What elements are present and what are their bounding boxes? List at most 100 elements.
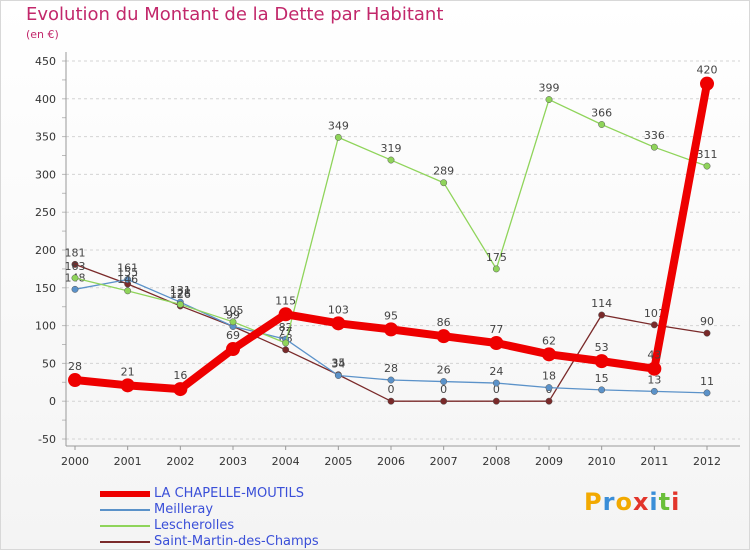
data-label-saint-martin-des-champs: 99: [226, 308, 240, 321]
data-label-saint-martin-des-champs: 181: [65, 246, 86, 259]
data-label-saint-martin-des-champs: 35: [331, 357, 345, 370]
data-point-saint-martin-des-champs: [650, 321, 658, 329]
data-label-lescherolles: 146: [117, 273, 138, 286]
data-point-la-chapelle-moutils: [278, 307, 293, 322]
data-label-la-chapelle-moutils: 77: [489, 323, 503, 336]
y-tick-label: 0: [49, 395, 56, 408]
data-label-lescherolles: 319: [381, 142, 402, 155]
y-tick-label: 450: [35, 55, 56, 68]
data-point-la-chapelle-moutils: [226, 342, 240, 357]
data-label-lescherolles: 289: [433, 165, 454, 178]
logo-letter: i: [671, 488, 681, 516]
data-label-meilleray: 18: [542, 370, 556, 383]
data-point-la-chapelle-moutils: [173, 382, 188, 397]
logo-letter: t: [658, 488, 672, 516]
data-point-la-chapelle-moutils: [489, 335, 504, 350]
data-point-meilleray: [650, 387, 658, 395]
data-point-la-chapelle-moutils: [384, 322, 398, 337]
data-point-lescherolles: [124, 287, 132, 295]
data-point-meilleray: [598, 386, 606, 394]
x-tick-label: 2005: [324, 455, 352, 468]
data-point-saint-martin-des-champs: [440, 397, 448, 405]
data-label-saint-martin-des-champs: 155: [117, 266, 138, 279]
y-tick-label: 100: [35, 320, 56, 333]
data-label-la-chapelle-moutils: 16: [173, 369, 187, 382]
y-tick-label: 200: [35, 244, 56, 257]
data-label-saint-martin-des-champs: 0: [493, 383, 500, 396]
x-tick-label: 2004: [272, 455, 300, 468]
data-point-lescherolles: [387, 156, 395, 164]
chart-unit-label: (en €): [26, 28, 59, 41]
data-label-lescherolles: 77: [279, 325, 293, 338]
data-label-la-chapelle-moutils: 43: [647, 349, 661, 362]
chart-title: Evolution du Montant de la Dette par Hab…: [26, 4, 444, 25]
logo-letter: o: [615, 488, 633, 516]
legend-swatch-la-chapelle-moutils: [100, 491, 150, 497]
data-label-meilleray: 28: [384, 362, 398, 375]
data-label-la-chapelle-moutils: 115: [275, 294, 296, 307]
data-label-meilleray: 99: [226, 308, 240, 321]
x-tick-label: 2007: [430, 455, 458, 468]
legend-label: Saint-Martin-des-Champs: [154, 534, 319, 549]
data-label-la-chapelle-moutils: 62: [542, 334, 556, 347]
data-label-la-chapelle-moutils: 53: [595, 341, 609, 354]
proxiti-logo: Proxiti: [584, 488, 680, 516]
legend-swatch-lescherolles: [100, 525, 150, 527]
data-point-saint-martin-des-champs: [598, 311, 606, 319]
data-point-meilleray: [492, 379, 500, 387]
data-label-lescherolles: 399: [539, 82, 560, 95]
data-label-lescherolles: 336: [644, 129, 665, 142]
data-label-saint-martin-des-champs: 126: [170, 288, 191, 301]
data-point-saint-martin-des-champs: [387, 397, 395, 405]
x-tick-label: 2000: [61, 455, 89, 468]
x-tick-label: 2009: [535, 455, 563, 468]
data-label-lescherolles: 311: [697, 148, 718, 161]
data-point-meilleray: [440, 378, 448, 385]
data-label-lescherolles: 349: [328, 119, 349, 132]
logo-letter: x: [632, 488, 650, 516]
data-point-meilleray: [703, 389, 711, 397]
data-point-saint-martin-des-champs: [703, 329, 711, 337]
data-point-lescherolles: [492, 265, 500, 273]
data-label-meilleray: 15: [595, 372, 609, 385]
data-point-lescherolles: [176, 300, 184, 308]
y-tick-label: 150: [35, 282, 56, 295]
data-label-la-chapelle-moutils: 95: [384, 309, 398, 322]
data-label-saint-martin-des-champs: 101: [644, 307, 665, 320]
data-label-lescherolles: 163: [65, 260, 86, 273]
data-point-meilleray: [334, 372, 342, 379]
legend-label: LA CHAPELLE-MOUTILS: [154, 486, 304, 501]
data-point-lescherolles: [703, 162, 711, 170]
data-label-la-chapelle-moutils: 86: [437, 316, 451, 329]
data-point-lescherolles: [598, 121, 606, 128]
data-point-saint-martin-des-champs: [71, 260, 79, 268]
legend-swatch-saint-martin-des-champs: [100, 541, 150, 543]
data-label-lescherolles: 128: [170, 286, 191, 299]
data-label-la-chapelle-moutils: 21: [121, 365, 135, 378]
data-label-meilleray: 24: [489, 365, 503, 378]
data-point-lescherolles: [650, 143, 658, 151]
data-label-lescherolles: 366: [591, 107, 612, 120]
x-tick-label: 2011: [640, 455, 668, 468]
data-label-la-chapelle-moutils: 28: [68, 360, 82, 373]
data-label-saint-martin-des-champs: 0: [440, 383, 447, 396]
logo-letter: P: [584, 488, 603, 516]
data-label-meilleray: 13: [647, 373, 661, 386]
logo-letter: r: [602, 488, 616, 516]
data-point-meilleray: [71, 285, 79, 293]
data-label-meilleray: 131: [170, 284, 191, 297]
y-tick-label: 300: [35, 168, 56, 181]
x-tick-label: 2001: [114, 455, 142, 468]
data-point-la-chapelle-moutils: [68, 373, 82, 388]
x-tick-label: 2012: [693, 455, 721, 468]
data-point-meilleray: [545, 384, 553, 392]
data-point-lescherolles: [282, 339, 290, 347]
x-tick-label: 2010: [588, 455, 616, 468]
data-label-meilleray: 161: [117, 261, 138, 274]
data-label-la-chapelle-moutils: 420: [697, 64, 718, 77]
legend-swatch-meilleray: [100, 509, 150, 511]
data-point-la-chapelle-moutils: [331, 316, 346, 331]
data-point-la-chapelle-moutils: [594, 354, 609, 369]
